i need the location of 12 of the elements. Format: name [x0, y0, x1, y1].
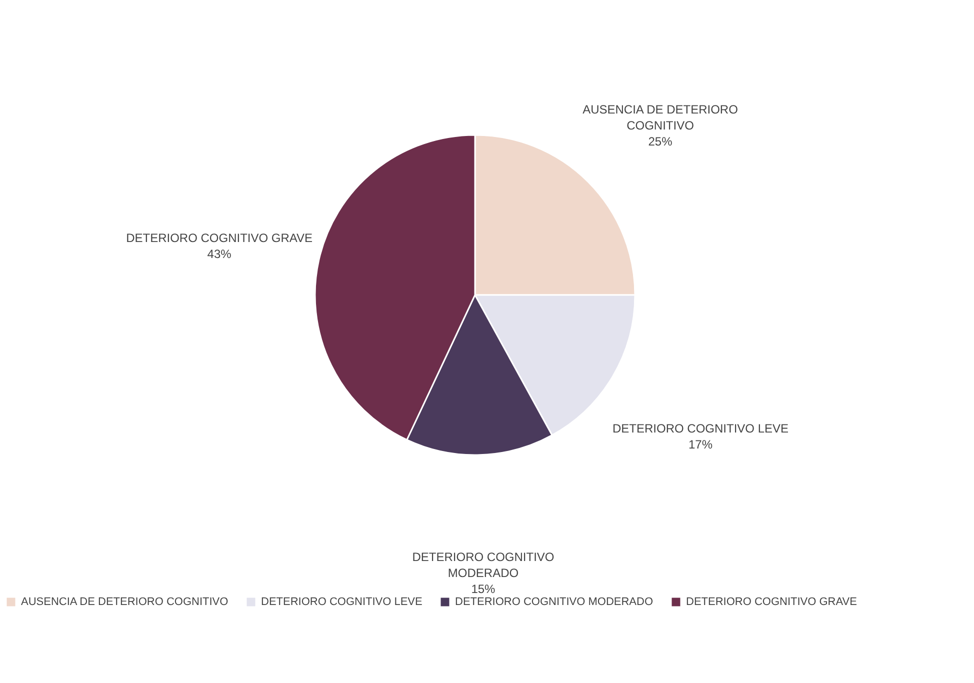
legend-label: DETERIORO COGNITIVO GRAVE: [686, 596, 857, 608]
category-label: DETERIORO COGNITIVO MODERADO: [412, 550, 554, 580]
slice-label: DETERIORO COGNITIVO LEVE: [612, 421, 789, 436]
data-label: 15%: [471, 582, 496, 596]
legend-label: DETERIORO COGNITIVO MODERADO: [455, 596, 654, 608]
data-label: 25%: [648, 134, 673, 149]
legend-label: AUSENCIA DE DETERIORO COGNITIVO: [21, 596, 229, 608]
slice-label: DETERIORO COGNITIVO GRAVE: [126, 230, 313, 245]
legend-label: DETERIORO COGNITIVO LEVE: [261, 596, 422, 608]
data-label: 17%: [688, 437, 713, 452]
data-label: 43%: [207, 246, 232, 261]
slice-label: AUSENCIA DE DETERIORO COGNITIVO: [582, 102, 738, 133]
